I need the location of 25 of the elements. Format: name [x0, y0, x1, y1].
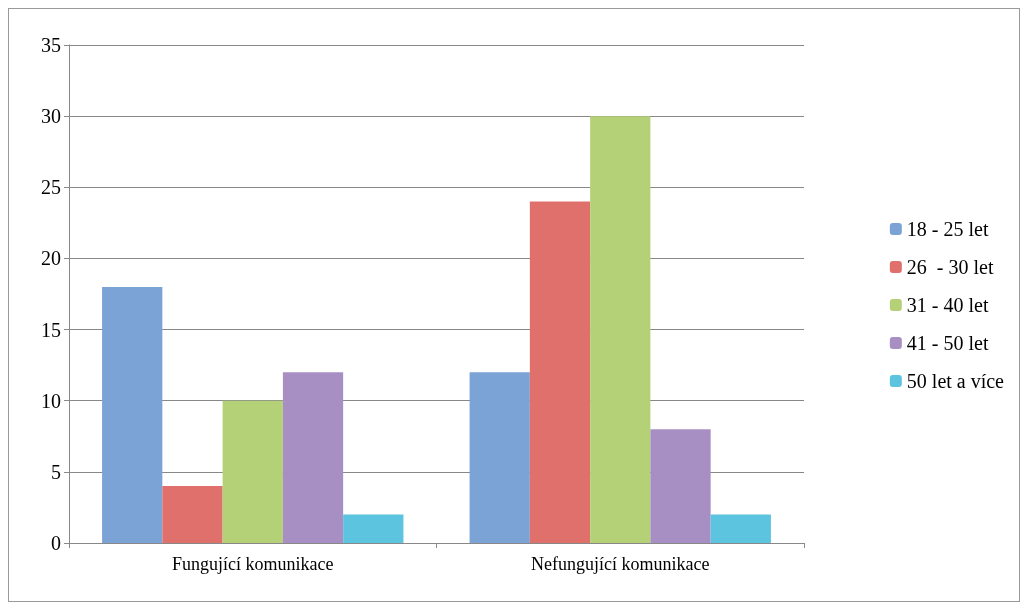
bar: [590, 116, 651, 543]
legend-label: 41 - 50 let: [906, 332, 989, 354]
bar: [343, 514, 404, 543]
x-tick-label: Fungující komunikace: [172, 554, 334, 574]
x-tick-label: Nefungující komunikace: [531, 554, 710, 574]
y-tick-label: 25: [41, 176, 61, 199]
bar: [529, 201, 591, 543]
y-tick-label: 20: [41, 247, 61, 270]
bar: [282, 372, 344, 543]
y-tick-label: 35: [41, 34, 61, 56]
legend-label: 18 - 25 let: [906, 218, 989, 240]
bar: [650, 429, 711, 543]
bar: [469, 372, 530, 543]
legend-label: 31 - 40 let: [906, 294, 989, 316]
bar: [102, 286, 163, 543]
y-tick-label: 5: [51, 460, 61, 483]
y-tick-label: 10: [41, 389, 61, 412]
y-tick-label: 15: [41, 318, 61, 341]
legend-label: 50 let a více: [906, 370, 1005, 392]
bar: [222, 400, 283, 543]
bar: [162, 486, 223, 543]
bar: [710, 514, 771, 543]
y-tick-label: 30: [41, 105, 61, 128]
legend-label: 26 - 30 let: [906, 256, 994, 278]
y-tick-label: 0: [51, 532, 61, 554]
